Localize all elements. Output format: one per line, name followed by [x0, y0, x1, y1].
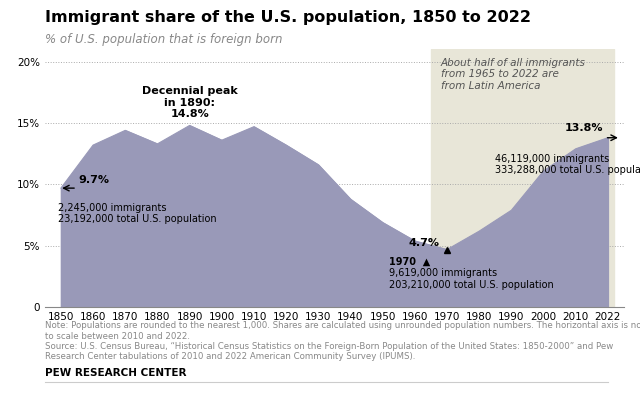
- Text: 2,245,000 immigrants
23,192,000 total U.S. population: 2,245,000 immigrants 23,192,000 total U.…: [58, 203, 216, 225]
- Text: Note: Populations are rounded to the nearest 1,000. Shares are calculated using : Note: Populations are rounded to the nea…: [45, 321, 640, 361]
- Text: About half of all immigrants
from 1965 to 2022 are
from Latin America: About half of all immigrants from 1965 t…: [440, 58, 586, 91]
- Text: 9.7%: 9.7%: [79, 175, 109, 185]
- Text: PEW RESEARCH CENTER: PEW RESEARCH CENTER: [45, 368, 186, 378]
- Text: Decennial peak
in 1890:
14.8%: Decennial peak in 1890: 14.8%: [141, 86, 237, 119]
- Text: % of U.S. population that is foreign born: % of U.S. population that is foreign bor…: [45, 33, 282, 46]
- Text: 1970  ▲: 1970 ▲: [389, 257, 430, 267]
- Text: 46,119,000 immigrants
333,288,000 total U.S. population: 46,119,000 immigrants 333,288,000 total …: [495, 154, 640, 175]
- Text: 9,619,000 immigrants
203,210,000 total U.S. population: 9,619,000 immigrants 203,210,000 total U…: [389, 268, 554, 290]
- Text: Immigrant share of the U.S. population, 1850 to 2022: Immigrant share of the U.S. population, …: [45, 10, 531, 25]
- Bar: [431, 49, 614, 307]
- Text: 13.8%: 13.8%: [564, 123, 603, 133]
- Text: 4.7%: 4.7%: [408, 238, 440, 248]
